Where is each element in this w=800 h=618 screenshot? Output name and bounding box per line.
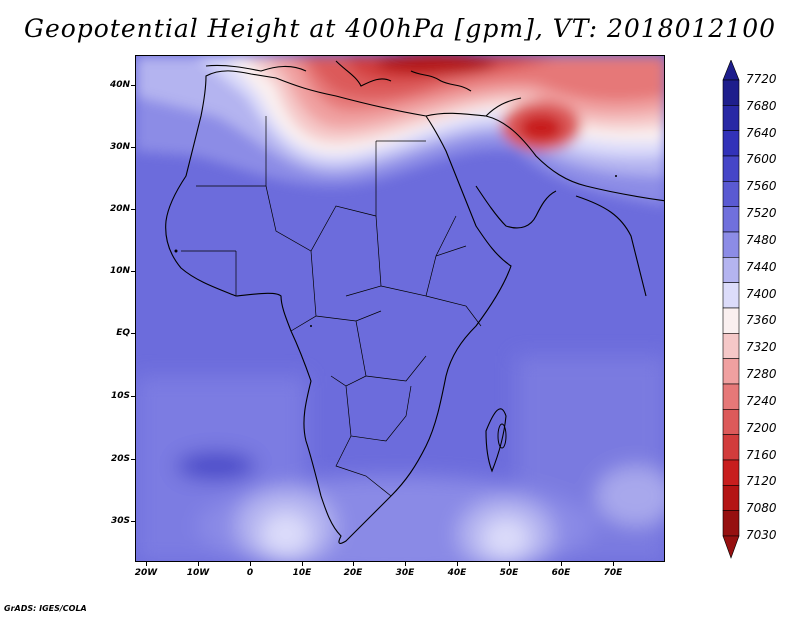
colorbar-level-label: 7200 xyxy=(746,420,777,435)
colorbar-swatch xyxy=(722,383,740,410)
islands xyxy=(174,175,617,449)
colorbar-level-label: 7280 xyxy=(746,367,777,382)
coastlines xyxy=(165,60,664,544)
colorbar-level-label: 7120 xyxy=(746,474,777,489)
map-panel xyxy=(135,55,665,562)
colorbar xyxy=(722,60,740,559)
y-tick xyxy=(131,459,135,460)
colorbar-level-label: 7320 xyxy=(746,340,777,355)
northern-gradient-band xyxy=(136,56,664,206)
colorbar-swatch xyxy=(722,434,740,461)
geopotential-field xyxy=(136,56,664,561)
y-tick-label: 10N xyxy=(109,266,130,276)
colorbar-level-label: 7480 xyxy=(746,232,777,247)
colorbar-swatch xyxy=(722,181,740,207)
colorbar-swatch xyxy=(722,459,740,486)
y-tick-label: 20S xyxy=(110,454,130,464)
colorbar-swatch xyxy=(722,282,740,309)
colorbar-level-label: 7440 xyxy=(746,259,777,274)
x-tick xyxy=(405,562,406,566)
colorbar-swatch xyxy=(722,155,740,182)
colorbar-level-label: 7640 xyxy=(746,125,777,140)
x-tick xyxy=(353,562,354,566)
y-tick-label: EQ xyxy=(116,328,130,338)
southern-high-zone xyxy=(136,356,664,561)
x-tick xyxy=(250,562,251,566)
y-tick xyxy=(131,271,135,272)
x-tick-label: 20E xyxy=(343,568,363,578)
y-tick-label: 20N xyxy=(109,204,130,214)
colorbar-swatch xyxy=(722,485,740,511)
y-tick-label: 30N xyxy=(109,142,130,152)
x-tick-label: 30E xyxy=(395,568,415,578)
country-borders xyxy=(181,116,482,497)
colorbar-swatch xyxy=(722,358,740,385)
x-tick xyxy=(198,562,199,566)
colorbar-level-label: 7520 xyxy=(746,206,777,221)
colorbar-level-label: 7160 xyxy=(746,447,777,462)
colorbar-swatch xyxy=(722,206,740,233)
colorbar-level-label: 7080 xyxy=(746,501,777,516)
y-tick-label: 40N xyxy=(109,80,130,90)
x-tick-label: 70E xyxy=(603,568,623,578)
colorbar-level-label: 7240 xyxy=(746,393,777,408)
x-tick xyxy=(146,562,147,566)
x-tick-label: 0 xyxy=(246,568,254,578)
x-tick-label: 60E xyxy=(551,568,571,578)
x-tick-label: 50E xyxy=(499,568,519,578)
colorbar-swatch xyxy=(722,105,740,131)
y-tick-label: 10S xyxy=(110,391,130,401)
y-tick xyxy=(131,396,135,397)
colorbar-swatch xyxy=(722,409,740,435)
colorbar-swatch xyxy=(722,231,740,258)
x-tick xyxy=(561,562,562,566)
colorbar-swatch xyxy=(722,510,740,537)
y-tick xyxy=(131,85,135,86)
colorbar-level-label: 7360 xyxy=(746,313,777,328)
footer-credit: GrADS: IGES/COLA xyxy=(4,604,87,613)
y-tick xyxy=(131,147,135,148)
x-tick xyxy=(613,562,614,566)
colorbar-max-arrow xyxy=(722,60,740,81)
map-title: Geopotential Height at 400hPa [gpm], VT:… xyxy=(23,14,777,43)
colorbar-swatch xyxy=(722,333,740,359)
colorbar-level-label: 7400 xyxy=(746,286,777,301)
colorbar-level-label: 7600 xyxy=(746,152,777,167)
x-tick-label: 20W xyxy=(134,568,158,578)
colorbar-swatch xyxy=(722,307,740,334)
y-tick-label: 30S xyxy=(110,516,130,526)
colorbar-swatch xyxy=(722,257,740,283)
colorbar-level-label: 7680 xyxy=(746,98,777,113)
x-tick xyxy=(457,562,458,566)
x-tick-label: 10E xyxy=(292,568,312,578)
y-tick xyxy=(131,333,135,334)
y-tick xyxy=(131,521,135,522)
colorbar-swatch xyxy=(722,79,740,106)
y-tick xyxy=(131,209,135,210)
colorbar-level-label: 7720 xyxy=(746,72,777,86)
x-tick xyxy=(302,562,303,566)
x-tick-label: 40E xyxy=(447,568,467,578)
colorbar-swatch xyxy=(722,130,740,157)
x-tick-label: 10W xyxy=(186,568,210,578)
colorbar-level-label: 7030 xyxy=(746,528,777,542)
colorbar-min-arrow xyxy=(722,535,740,559)
colorbar-level-label: 7560 xyxy=(746,179,777,194)
x-tick xyxy=(509,562,510,566)
